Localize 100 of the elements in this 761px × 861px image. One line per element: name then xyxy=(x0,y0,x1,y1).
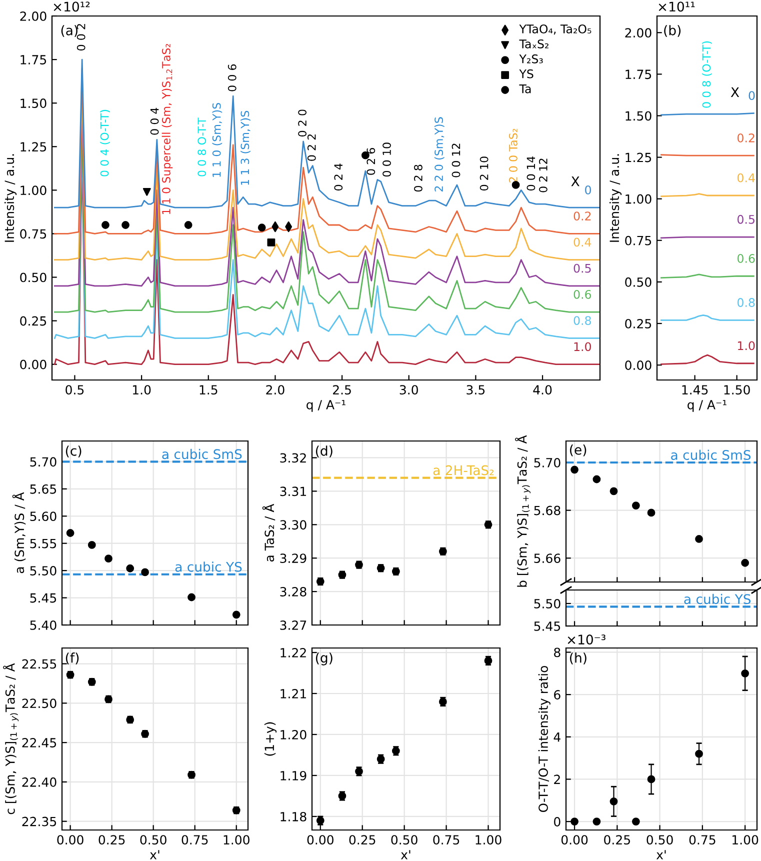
x-tick-label: 0.75 xyxy=(689,835,716,845)
annotation: 0 2 0 xyxy=(298,110,306,136)
x-tick-label: 0.5 xyxy=(66,385,84,395)
x-axis-title: x' xyxy=(150,850,160,860)
y-tick-label: 2.00 xyxy=(625,28,652,38)
y-tick-label: 22.35 xyxy=(22,816,56,826)
y-tick-label: 1.19 xyxy=(280,770,306,780)
annotation: 0 2 4 xyxy=(334,164,343,191)
y-tick-label: 1.00 xyxy=(20,186,46,196)
x-tick-label: 1.00 xyxy=(476,835,502,845)
point xyxy=(141,568,149,576)
point xyxy=(66,529,74,537)
legend-label: Y₂S₃ xyxy=(519,54,543,64)
y-tick-label: 1.50 xyxy=(626,111,652,121)
y-tick-label: 5.70 xyxy=(534,458,560,468)
annotation: 0 0 14 xyxy=(526,156,536,191)
x-tick-label: 0.00 xyxy=(561,835,588,845)
y-axis-title: Intensity / a.u. xyxy=(609,154,622,242)
text: ×10⁻³ xyxy=(568,634,606,645)
y-tick-label: 3.31 xyxy=(280,486,306,496)
point xyxy=(188,593,196,602)
y-tick-label: 5.65 xyxy=(30,484,56,494)
point xyxy=(570,818,578,826)
text: ×10¹¹ xyxy=(658,2,695,12)
y-tick-label: 22.50 xyxy=(22,698,56,708)
series-label: 0.4 xyxy=(738,173,755,182)
y-tick-label: 0.00 xyxy=(20,360,46,370)
point xyxy=(142,188,151,196)
y-tick-label: 5.70 xyxy=(30,457,56,467)
x-axis-title: x' xyxy=(656,850,666,860)
point xyxy=(232,610,240,619)
y-axis-title: (1+y) xyxy=(264,722,277,756)
annotation: 0 0 4 (O-T-T) xyxy=(100,110,110,176)
annotation: 0 0 2 xyxy=(76,24,86,50)
y-tick-label: 1.75 xyxy=(20,55,46,64)
x-tick-label: 1.5 xyxy=(200,385,218,395)
annotation: 0 2 2 xyxy=(307,134,316,161)
y-tick-label: 1.20 xyxy=(280,730,306,740)
y-tick-label: 8 xyxy=(554,648,560,658)
point xyxy=(126,564,134,572)
ref-line-label: a cubic YS xyxy=(684,594,751,604)
x-tick-label: 1.00 xyxy=(224,835,250,845)
point xyxy=(104,554,112,563)
legend-label: Ta xyxy=(519,84,531,94)
legend-label: YTaO₄, Ta₂O₅ xyxy=(519,24,592,35)
y-tick-label: 1.25 xyxy=(626,152,652,162)
y-tick-label: 5.50 xyxy=(30,566,56,576)
x-tick-label: 0.75 xyxy=(182,835,208,845)
point xyxy=(610,797,618,806)
point xyxy=(695,535,703,543)
y-tick-label: 5.55 xyxy=(30,538,56,548)
annotation: 0 0 8 (O-T-T) xyxy=(702,41,712,108)
annotation: (d) xyxy=(316,446,332,458)
y-tick-label: 2 xyxy=(554,774,560,784)
y-axis-title: O-T-T/O-T intensity ratio xyxy=(538,666,550,812)
annotation: 1 1 3 (Sm,Y)S xyxy=(240,110,250,185)
annotation: 0 0 8 O-T-T xyxy=(198,118,206,176)
y-tick-label: 6 xyxy=(554,690,560,700)
point xyxy=(267,238,276,246)
text: ×10¹² xyxy=(54,2,90,12)
point xyxy=(592,475,601,484)
point xyxy=(122,221,130,229)
x-tick-label: 1.50 xyxy=(724,385,750,395)
series-label: 0.5 xyxy=(574,264,591,273)
y-tick-label: 0.25 xyxy=(625,318,652,328)
x-tick-label: 2.0 xyxy=(266,385,284,395)
series-label: 0.8 xyxy=(738,298,755,307)
annotation: (h) xyxy=(570,652,586,664)
point xyxy=(592,818,601,826)
y-tick-label: 0.75 xyxy=(625,236,652,246)
annotation: 0 2 10 xyxy=(480,156,488,191)
x-tick-label: 0.25 xyxy=(349,835,376,845)
y-tick-label: 3.30 xyxy=(280,520,306,530)
y-tick-label: 1.00 xyxy=(626,194,652,204)
series-label: 0.8 xyxy=(574,316,591,325)
point xyxy=(632,818,640,826)
point xyxy=(88,541,96,549)
y-tick-label: 2.00 xyxy=(20,11,46,21)
y-tick-label: 5.50 xyxy=(534,598,560,608)
point xyxy=(258,224,266,232)
ref-line-label: a cubic SmS xyxy=(671,450,751,460)
x-tick-label: 0.50 xyxy=(140,835,166,845)
series-label: 0.6 xyxy=(738,254,755,263)
ref-line-label: a cubic SmS xyxy=(162,448,242,460)
x-tick-label: 0.25 xyxy=(98,835,125,845)
y-tick-label: 22.45 xyxy=(22,738,56,748)
y-tick-label: 1.75 xyxy=(626,70,652,80)
y-tick-label: 0.75 xyxy=(20,229,46,239)
x-tick-label: 0.00 xyxy=(57,835,84,845)
annotation: (f) xyxy=(66,652,79,664)
line-series xyxy=(660,354,754,365)
annotation: 0 0 12 xyxy=(452,144,460,178)
y-tick-label: 5.60 xyxy=(30,512,56,522)
y-tick-label: 22.55 xyxy=(22,659,56,669)
y-axis-title: c [(Sm, Y)S]$_{(1+y)}$TaS₂ / Å xyxy=(3,663,19,814)
x-tick-label: 0.50 xyxy=(646,835,673,845)
series-label: 0.6 xyxy=(574,290,592,299)
y-tick-label: 5.40 xyxy=(30,620,56,630)
x-tick-label: 1.00 xyxy=(732,835,758,845)
point xyxy=(647,775,656,784)
